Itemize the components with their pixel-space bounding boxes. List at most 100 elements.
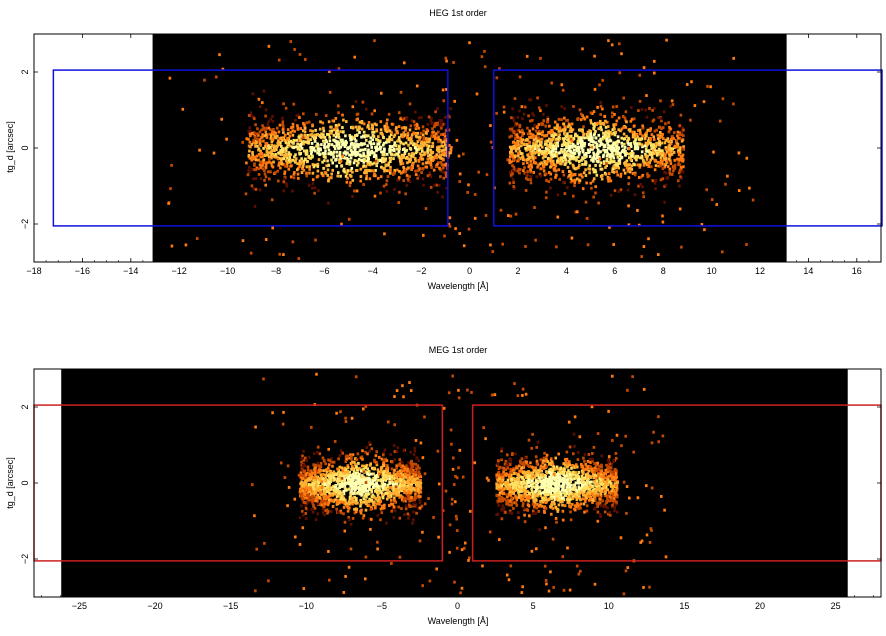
heg-event-pixel bbox=[609, 156, 613, 160]
meg-event-pixel bbox=[404, 484, 407, 488]
meg-event-pixel bbox=[437, 482, 441, 486]
meg-event-pixel bbox=[327, 501, 331, 505]
meg-event-pixel bbox=[359, 509, 362, 513]
meg-event-pixel bbox=[372, 476, 375, 480]
meg-event-pixel bbox=[403, 488, 406, 492]
meg-event-pixel bbox=[317, 481, 321, 485]
meg-event-pixel bbox=[444, 489, 448, 493]
heg-event-pixel bbox=[316, 144, 319, 148]
heg-event-pixel bbox=[427, 144, 431, 148]
meg-event-pixel bbox=[350, 457, 353, 461]
heg-event-pixel bbox=[690, 80, 693, 84]
heg-event-pixel bbox=[636, 147, 640, 151]
meg-event-pixel bbox=[349, 491, 353, 495]
heg-event-pixel bbox=[241, 140, 244, 144]
heg-event-pixel bbox=[339, 130, 342, 134]
meg-event-pixel bbox=[321, 485, 324, 489]
meg-event-pixel bbox=[382, 461, 385, 465]
heg-event-pixel bbox=[620, 150, 624, 154]
heg-event-pixel bbox=[613, 133, 617, 137]
heg-event-pixel bbox=[709, 85, 712, 89]
meg-event-pixel bbox=[414, 462, 418, 466]
heg-event-pixel bbox=[518, 150, 522, 153]
heg-event-pixel bbox=[578, 108, 582, 112]
meg-event-pixel bbox=[535, 478, 538, 482]
meg-event-pixel bbox=[347, 501, 351, 505]
meg-event-pixel bbox=[361, 464, 364, 468]
meg-event-pixel bbox=[392, 491, 395, 495]
heg-event-pixel bbox=[721, 97, 725, 101]
heg-event-pixel bbox=[263, 178, 266, 182]
meg-event-pixel bbox=[324, 509, 327, 512]
heg-event-pixel bbox=[529, 149, 532, 153]
heg-event-pixel bbox=[600, 177, 604, 181]
heg-event-pixel bbox=[663, 141, 667, 145]
heg-event-pixel bbox=[358, 120, 362, 124]
heg-event-pixel bbox=[377, 176, 380, 180]
heg-event-pixel bbox=[551, 159, 555, 163]
meg-event-pixel bbox=[411, 521, 414, 525]
heg-event-pixel bbox=[515, 133, 519, 137]
heg-event-pixel bbox=[354, 169, 358, 172]
heg-event-pixel bbox=[364, 154, 368, 158]
meg-event-pixel bbox=[300, 476, 304, 480]
heg-event-pixel bbox=[364, 164, 368, 168]
meg-event-pixel bbox=[385, 477, 389, 481]
heg-event-pixel bbox=[641, 185, 644, 189]
meg-event-pixel bbox=[432, 516, 435, 519]
meg-event-pixel bbox=[390, 509, 393, 513]
heg-event-pixel bbox=[329, 125, 332, 129]
heg-event-pixel bbox=[203, 78, 206, 82]
heg-event-pixel bbox=[523, 143, 526, 146]
heg-event-pixel bbox=[259, 143, 262, 147]
heg-event-pixel bbox=[557, 129, 561, 133]
meg-event-pixel bbox=[374, 478, 377, 482]
heg-event-pixel bbox=[512, 119, 516, 123]
meg-event-pixel bbox=[409, 495, 412, 499]
heg-event-pixel bbox=[264, 144, 267, 148]
heg-event-pixel bbox=[591, 112, 594, 115]
heg-event-pixel bbox=[570, 174, 573, 178]
meg-event-pixel bbox=[367, 504, 371, 508]
meg-event-pixel bbox=[353, 473, 356, 477]
meg-event-pixel bbox=[366, 480, 369, 484]
meg-event-pixel bbox=[569, 518, 573, 522]
heg-event-pixel bbox=[411, 143, 415, 147]
heg-event-pixel bbox=[337, 67, 341, 71]
heg-event-pixel bbox=[554, 120, 557, 124]
meg-event-pixel bbox=[351, 487, 354, 491]
heg-event-pixel bbox=[603, 150, 607, 154]
heg-event-pixel bbox=[362, 160, 366, 164]
heg-event-pixel bbox=[445, 138, 449, 142]
heg-event-pixel bbox=[345, 180, 349, 184]
heg-event-pixel bbox=[665, 160, 668, 163]
heg-event-pixel bbox=[634, 137, 638, 141]
heg-event-pixel bbox=[557, 168, 561, 172]
heg-event-pixel bbox=[562, 139, 566, 143]
meg-event-pixel bbox=[255, 547, 258, 551]
heg-event-pixel bbox=[168, 76, 172, 80]
heg-event-pixel bbox=[276, 169, 279, 173]
heg-event-pixel bbox=[552, 152, 556, 156]
heg-event-pixel bbox=[531, 119, 534, 122]
heg-event-pixel bbox=[426, 129, 429, 133]
meg-event-pixel bbox=[373, 495, 376, 499]
heg-event-pixel bbox=[639, 163, 642, 167]
heg-event-pixel bbox=[670, 99, 674, 103]
meg-event-pixel bbox=[312, 503, 315, 507]
heg-event-pixel bbox=[607, 39, 610, 43]
heg-event-pixel bbox=[416, 140, 420, 143]
heg-event-pixel bbox=[647, 136, 651, 140]
heg-event-pixel bbox=[577, 155, 580, 159]
heg-event-pixel bbox=[385, 140, 388, 144]
meg-event-pixel bbox=[364, 508, 368, 512]
heg-event-pixel bbox=[383, 167, 386, 170]
heg-event-pixel bbox=[370, 146, 373, 149]
meg-event-pixel bbox=[344, 499, 347, 503]
heg-event-pixel bbox=[373, 122, 377, 126]
heg-event-pixel bbox=[589, 144, 593, 147]
heg-event-pixel bbox=[540, 161, 543, 165]
heg-event-pixel bbox=[413, 146, 417, 149]
heg-event-pixel bbox=[660, 141, 664, 145]
